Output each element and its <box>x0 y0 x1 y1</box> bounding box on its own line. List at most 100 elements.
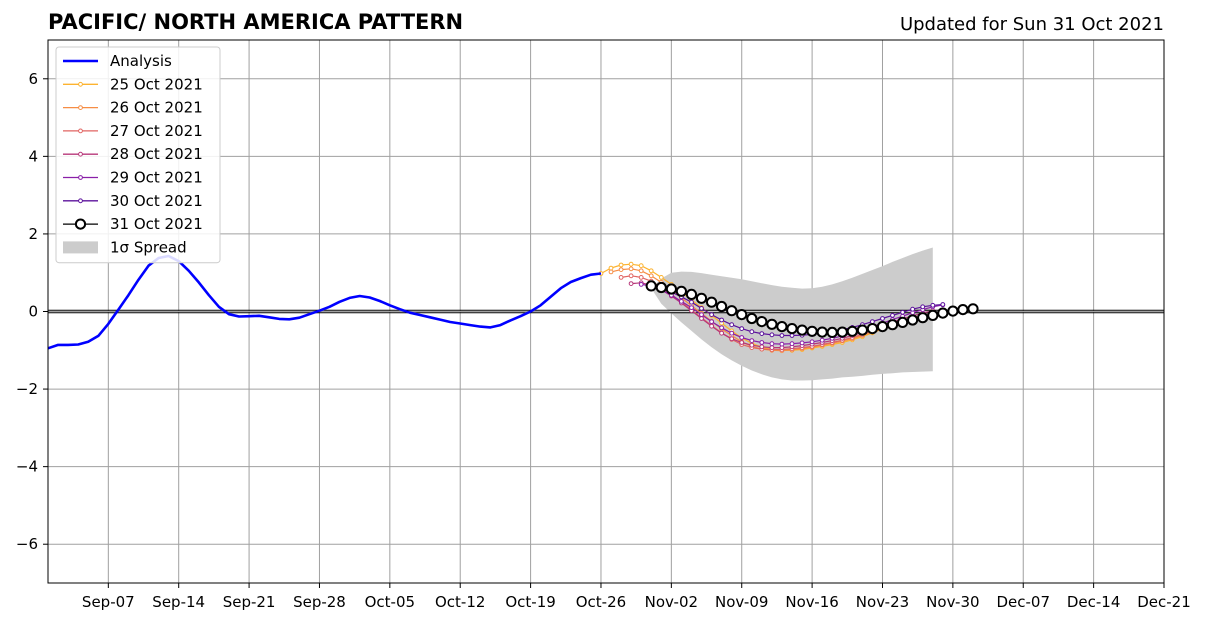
x-tick-label: Sep-28 <box>293 593 346 611</box>
forecast-point <box>709 323 714 329</box>
x-tick-label: Sep-14 <box>152 593 205 611</box>
x-tick-label: Oct-26 <box>576 593 626 611</box>
legend-marker <box>78 151 83 157</box>
legend-label: 25 Oct 2021 <box>110 75 203 93</box>
legend-marker <box>78 81 83 87</box>
legend-marker <box>78 105 83 110</box>
forecast-point <box>719 317 724 323</box>
legend-label: Analysis <box>110 52 172 70</box>
x-tick-label: Nov-09 <box>715 593 768 611</box>
forecast-point <box>856 324 869 336</box>
forecast-point <box>709 312 714 318</box>
forecast-point <box>739 335 745 340</box>
forecast-point <box>695 292 708 304</box>
y-tick-label: 4 <box>28 147 38 165</box>
forecast-point <box>675 285 688 297</box>
forecast-point <box>689 305 694 311</box>
forecast-point <box>746 312 758 325</box>
forecast-point <box>900 309 905 315</box>
legend: Analysis 25 Oct 2021 26 Oct 2021 27 Oct 202… <box>55 46 221 264</box>
forecast-point <box>689 299 694 305</box>
forecast-point <box>628 261 634 267</box>
legend-label: 30 Oct 2021 <box>110 192 203 210</box>
forecast-point <box>796 324 808 336</box>
forecast-point <box>679 299 684 304</box>
forecast-point <box>920 304 926 310</box>
legend-marker <box>78 128 83 134</box>
forecast-point <box>819 337 825 343</box>
spread-band <box>651 247 933 381</box>
legend-label: 29 Oct 2021 <box>110 169 203 187</box>
forecast-point <box>769 341 775 347</box>
forecast-point <box>779 333 785 338</box>
forecast-point <box>618 267 624 273</box>
x-tick-label: Dec-14 <box>1067 593 1121 611</box>
legend-marker <box>78 198 83 204</box>
legend-swatch <box>63 241 98 254</box>
forecast-point <box>759 331 765 337</box>
forecast-point <box>786 323 798 335</box>
forecast-point <box>769 332 775 338</box>
forecast-point <box>628 266 634 272</box>
legend-label: 27 Oct 2021 <box>110 122 203 140</box>
forecast-point <box>816 326 828 338</box>
forecast-point <box>809 339 815 345</box>
legend-label: 28 Oct 2021 <box>110 145 203 163</box>
chart-title: PACIFIC/ NORTH AMERICA PATTERN <box>48 10 463 34</box>
forecast-point <box>749 342 755 348</box>
x-tick-label: Nov-16 <box>785 593 838 611</box>
x-tick-label: Dec-07 <box>996 593 1050 611</box>
forecast-point <box>709 319 714 325</box>
legend-label: 31 Oct 2021 <box>110 215 203 233</box>
spread-layer <box>651 247 933 381</box>
legend-marker <box>74 218 87 230</box>
y-tick-label: −6 <box>16 535 38 553</box>
forecast-point <box>648 268 654 274</box>
forecast-point <box>759 340 765 345</box>
forecast-point <box>699 306 704 311</box>
forecast-point <box>779 341 785 347</box>
x-tick-label: Nov-02 <box>645 593 698 611</box>
forecast-point <box>880 316 885 321</box>
forecast-point <box>638 275 644 280</box>
forecast-point <box>729 336 735 342</box>
x-axis: Sep-07 Sep-14 Sep-21 Sep-28 Oct-05 Oct-12 Oct-… <box>82 583 1191 611</box>
x-tick-label: Nov-30 <box>926 593 979 611</box>
forecast-point <box>789 341 795 347</box>
legend-box <box>55 46 221 264</box>
forecast-point <box>618 275 624 280</box>
forecast-point <box>648 273 654 279</box>
forecast-point <box>769 345 775 351</box>
forecast-point <box>907 314 919 326</box>
forecast-point <box>645 280 657 292</box>
forecast-point <box>665 283 678 295</box>
x-tick-label: Nov-23 <box>856 593 909 611</box>
forecast-point <box>655 281 667 294</box>
x-tick-label: Sep-07 <box>82 593 135 611</box>
forecast-point <box>866 323 879 335</box>
forecast-point <box>870 319 875 325</box>
forecast-point <box>608 269 614 275</box>
x-tick-label: Sep-21 <box>223 593 276 611</box>
forecast-point <box>886 319 899 331</box>
forecast-point <box>729 322 735 328</box>
forecast-point <box>799 340 805 346</box>
forecast-point <box>628 273 634 279</box>
forecast-point <box>638 268 644 274</box>
analysis-line <box>47 254 602 350</box>
y-tick-label: −2 <box>16 380 38 398</box>
forecast-point <box>756 316 768 328</box>
forecast-point <box>937 307 949 319</box>
x-tick-label: Oct-05 <box>365 593 415 611</box>
forecast-point <box>940 302 946 307</box>
y-tick-label: −4 <box>16 458 38 476</box>
forecast-point <box>739 340 745 345</box>
forecast-point <box>766 318 778 330</box>
forecast-point <box>685 288 698 300</box>
forecast-point <box>736 309 748 321</box>
forecast-point <box>967 303 979 315</box>
forecast-point <box>716 300 728 313</box>
forecast-point <box>638 282 644 287</box>
forecast-point <box>806 325 818 337</box>
